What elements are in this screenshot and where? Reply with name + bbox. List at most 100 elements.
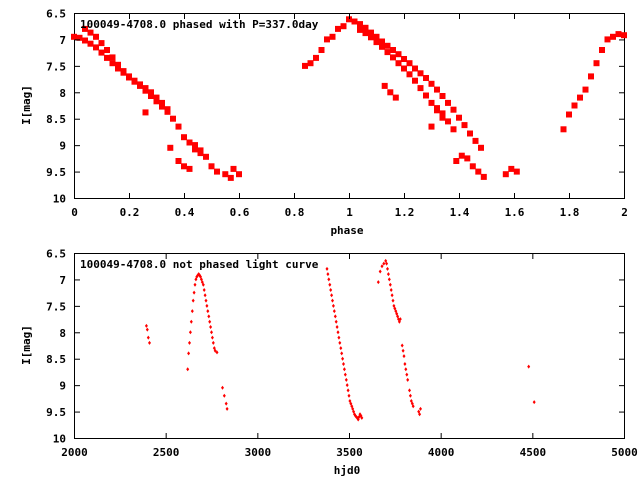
y-tick-label: 7 [59,34,66,47]
data-point [404,367,408,372]
data-point [82,37,88,44]
data-point [402,354,406,359]
data-point [357,26,363,33]
data-point [411,404,415,409]
data-point [408,393,412,398]
data-point [381,82,388,89]
data-point [190,309,194,314]
data-point [450,126,457,133]
x-tick-label: 0.2 [120,206,140,219]
data-point [191,298,195,303]
data-point [388,282,392,287]
data-point [225,406,229,411]
data-point [193,282,197,287]
data-point [211,340,215,345]
y-tick-label: 6.5 [46,248,66,261]
data-point [345,383,349,388]
data-point [236,171,242,178]
data-point [144,323,148,328]
data-point [189,319,193,324]
data-point [342,367,346,372]
y-axis-ticks: 6.5 7 7.5 8 8.5 9 9.5 10 [46,248,625,446]
data-point [203,153,209,160]
data-point [439,110,446,117]
data-point [142,109,149,116]
data-point [593,60,600,67]
data-point [341,356,345,361]
data-point [439,114,446,121]
x-tick-label: 0 [71,206,78,219]
data-point [159,99,165,106]
x-tick-label: 5000 [611,446,638,459]
data-point [334,319,338,324]
data-point [170,115,176,122]
data-point [395,60,402,67]
data-point [337,335,341,340]
data-point [120,68,127,75]
data-point [453,158,460,164]
data-point [346,16,352,23]
data-point [201,282,205,287]
data-point [382,261,386,266]
data-point [362,24,369,31]
data-point [621,32,627,39]
data-point [230,165,237,172]
data-point [434,86,440,93]
data-point [126,73,132,80]
data-point [175,123,182,130]
data-point [335,25,341,32]
data-point [93,33,99,40]
data-point [210,335,214,340]
data-point [566,111,572,118]
x-tick-label: 4500 [520,446,547,459]
data-point [153,94,160,101]
data-point [187,351,191,356]
data-point [428,123,435,130]
data-point [98,40,105,47]
y-axis-ticks: 6.5 7 7.5 8 8.5 9 9.5 10 [46,8,625,206]
data-point [434,105,440,112]
data-point [76,34,83,41]
data-point [392,94,399,101]
x-tick-label: 4000 [428,446,455,459]
data-point [527,364,531,369]
data-point [406,71,413,78]
data-point [390,54,396,61]
x-axis-label: phase [330,224,363,237]
data-point [148,93,154,99]
data-point [445,118,451,125]
data-point [186,165,193,172]
data-point [502,171,509,178]
data-point [313,54,319,61]
x-tick-label: 2500 [153,446,180,459]
data-point [610,33,616,40]
x-tick-label: 1.8 [560,206,580,219]
data-point [412,65,418,72]
x-tick-label: 3500 [336,446,363,459]
data-point [373,39,380,46]
data-point [560,126,567,133]
data-point [104,54,110,61]
plot-title: 100049-4708.0 phased with P=337.0day [80,18,319,31]
x-tick-label: 2 [621,206,628,219]
y-tick-label: 8.5 [46,113,66,126]
data-point [469,163,476,170]
data-point [532,400,536,405]
data-point [104,47,110,53]
data-point [419,406,422,411]
data-point [175,158,182,164]
data-point [145,327,149,332]
y-tick-label: 9 [59,140,66,153]
data-point [456,114,462,121]
data-point [192,142,198,149]
data-point [391,298,395,303]
data-points [144,258,536,422]
data-point [87,40,94,47]
x-tick-label: 0.8 [285,206,305,219]
data-point [109,60,116,67]
data-point [342,362,345,366]
data-point [385,261,389,266]
data-point [373,33,380,40]
data-point [475,168,482,175]
